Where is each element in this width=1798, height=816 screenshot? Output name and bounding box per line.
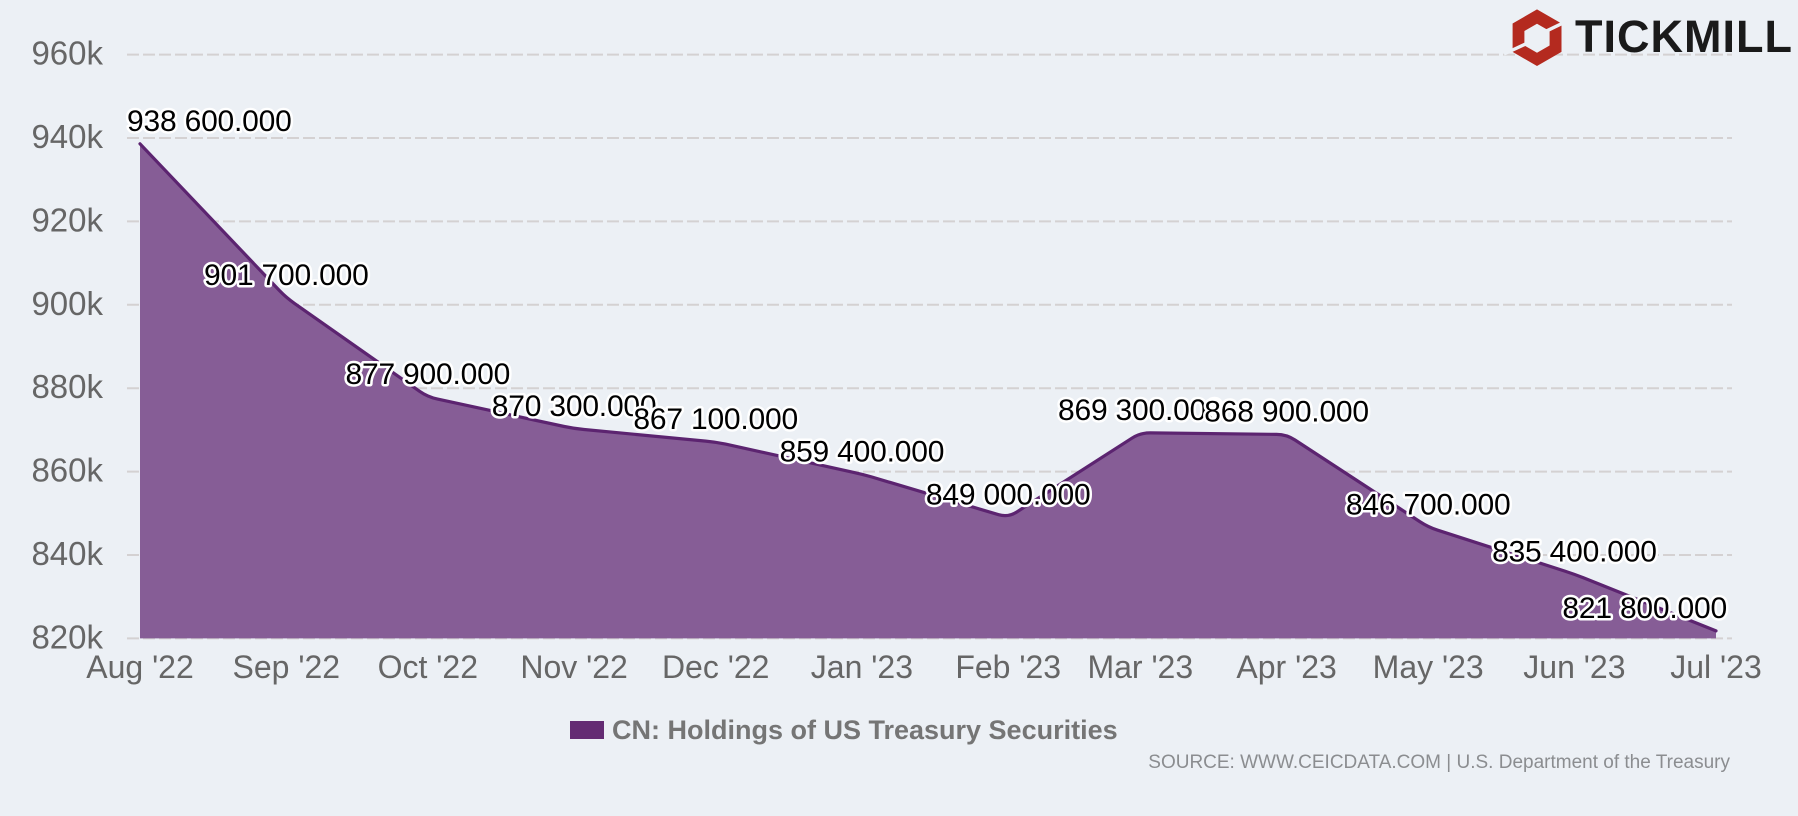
svg-text:Apr '23: Apr '23 — [1236, 649, 1336, 685]
svg-text:Mar '23: Mar '23 — [1087, 649, 1193, 685]
svg-text:Nov '22: Nov '22 — [520, 649, 628, 685]
svg-text:840k: 840k — [31, 535, 103, 572]
svg-text:938 600.000: 938 600.000 — [127, 105, 292, 138]
svg-text:Aug '22: Aug '22 — [86, 649, 194, 685]
svg-text:Oct '22: Oct '22 — [378, 649, 478, 685]
svg-text:Dec '22: Dec '22 — [662, 649, 770, 685]
svg-text:868 900.000: 868 900.000 — [1204, 396, 1369, 429]
svg-text:Jan '23: Jan '23 — [811, 649, 913, 685]
svg-text:Feb '23: Feb '23 — [955, 649, 1061, 685]
svg-text:Jul '23: Jul '23 — [1670, 649, 1762, 685]
svg-text:821 800.000: 821 800.000 — [1562, 592, 1727, 625]
svg-text:940k: 940k — [31, 118, 103, 155]
svg-text:880k: 880k — [31, 368, 103, 405]
svg-text:869 300.000: 869 300.000 — [1058, 394, 1223, 427]
svg-text:820k: 820k — [31, 618, 103, 655]
svg-text:Jun '23: Jun '23 — [1523, 649, 1625, 685]
svg-text:Sep '22: Sep '22 — [233, 649, 341, 685]
svg-text:900k: 900k — [31, 285, 103, 322]
svg-text:877 900.000: 877 900.000 — [345, 358, 510, 391]
svg-text:835 400.000: 835 400.000 — [1492, 535, 1657, 568]
svg-text:867 100.000: 867 100.000 — [633, 403, 798, 436]
svg-text:920k: 920k — [31, 201, 103, 238]
svg-text:849 000.000: 849 000.000 — [926, 479, 1091, 512]
svg-text:SOURCE: WWW.CEICDATA.COM | U.S: SOURCE: WWW.CEICDATA.COM | U.S. Departme… — [1148, 752, 1730, 773]
svg-text:870 300.000: 870 300.000 — [492, 390, 657, 423]
svg-text:859 400.000: 859 400.000 — [780, 435, 945, 468]
svg-text:TICKMILL: TICKMILL — [1575, 11, 1793, 62]
svg-text:May '23: May '23 — [1373, 649, 1484, 685]
svg-text:CN: Holdings of US Treasury Se: CN: Holdings of US Treasury Securities — [612, 715, 1118, 745]
svg-text:860k: 860k — [31, 452, 103, 489]
svg-text:846 700.000: 846 700.000 — [1346, 488, 1511, 521]
svg-text:901 700.000: 901 700.000 — [204, 259, 369, 292]
svg-text:960k: 960k — [31, 35, 103, 72]
